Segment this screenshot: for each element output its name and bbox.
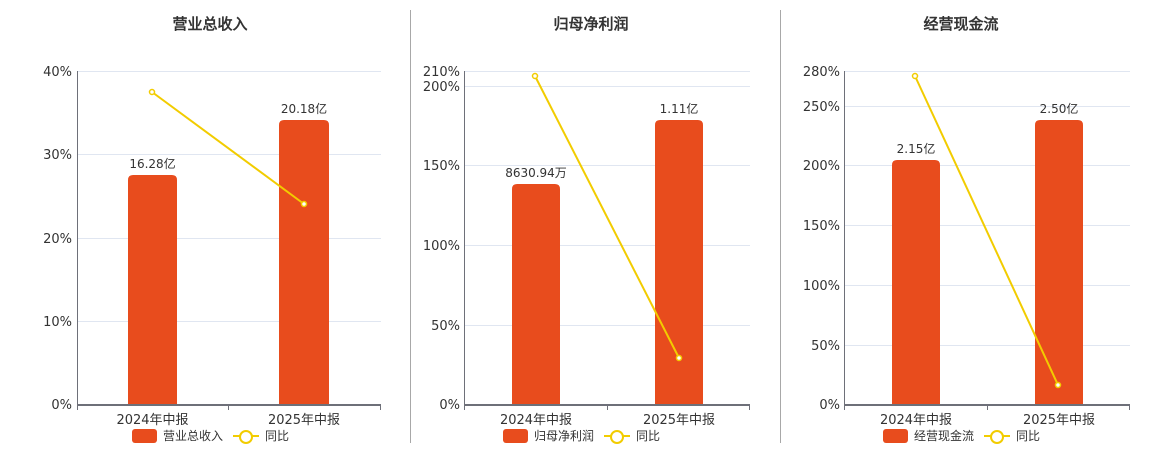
svg-text:1.11亿: 1.11亿 xyxy=(660,101,699,116)
x-axis-labels: 2024年中报 2025年中报 xyxy=(880,413,1095,428)
legend-bar-swatch[interactable] xyxy=(132,428,157,443)
svg-text:0%: 0% xyxy=(51,398,72,413)
x-axis-ticks xyxy=(77,405,381,410)
svg-text:150%: 150% xyxy=(803,219,840,234)
yoy-line xyxy=(151,91,305,205)
chart-legend: 归母净利润 同比 xyxy=(503,427,660,444)
svg-text:20.18亿: 20.18亿 xyxy=(281,101,327,116)
yoy-line xyxy=(534,75,680,359)
yoy-point-2024[interactable] xyxy=(148,88,156,96)
chart-plot: 0% 50% 100% 150% 200% 210% 8630.94万 1.11… xyxy=(423,65,750,428)
chart-plot: 0% 10% 20% 30% 40% 16.28亿 20.18亿 2024年中报… xyxy=(43,65,381,428)
x-axis-labels: 2024年中报 2025年中报 xyxy=(116,413,340,428)
yoy-point-2024[interactable] xyxy=(531,72,539,80)
x-axis-ticks xyxy=(844,405,1130,410)
legend-bar-label[interactable]: 归母净利润 xyxy=(534,429,595,443)
grid-lines xyxy=(844,71,1130,346)
svg-text:0%: 0% xyxy=(439,398,460,413)
svg-text:100%: 100% xyxy=(423,239,460,254)
svg-text:30%: 30% xyxy=(43,148,72,163)
grid-lines xyxy=(464,71,750,326)
panel-separator xyxy=(780,10,781,443)
svg-text:100%: 100% xyxy=(803,279,840,294)
yoy-line xyxy=(914,75,1059,386)
chart-panel-revenue: 营业总收入 0% 10% 20% 30% 40% 16.28亿 20.18亿 xyxy=(0,0,410,450)
svg-text:2024年中报: 2024年中报 xyxy=(116,413,188,428)
svg-text:2025年中报: 2025年中报 xyxy=(1023,413,1095,428)
svg-text:280%: 280% xyxy=(803,65,840,80)
bar-2024[interactable] xyxy=(892,160,940,405)
legend-line-label[interactable]: 同比 xyxy=(636,429,661,443)
svg-text:2025年中报: 2025年中报 xyxy=(643,413,715,428)
yoy-point-2025[interactable] xyxy=(675,354,683,362)
svg-text:2.15亿: 2.15亿 xyxy=(897,141,936,156)
bar-2025[interactable] xyxy=(655,120,703,405)
svg-text:50%: 50% xyxy=(811,339,840,354)
chart-title: 营业总收入 xyxy=(172,15,248,33)
grid-lines xyxy=(77,71,381,322)
svg-text:2024年中报: 2024年中报 xyxy=(500,413,572,428)
svg-text:250%: 250% xyxy=(803,100,840,115)
svg-text:0%: 0% xyxy=(819,398,840,413)
svg-text:10%: 10% xyxy=(43,315,72,330)
y-axis-labels: 0% 50% 100% 150% 200% 210% xyxy=(423,65,460,413)
svg-text:20%: 20% xyxy=(43,232,72,247)
svg-text:8630.94万: 8630.94万 xyxy=(505,166,567,180)
chart-panel-operating-cash-flow: 经营现金流 0% 50% 100% 150% 200% 250% 280% 2.… xyxy=(781,0,1160,450)
bar-2025[interactable] xyxy=(279,120,329,405)
bar-2024[interactable] xyxy=(512,184,560,405)
svg-text:40%: 40% xyxy=(43,65,72,80)
legend-line-swatch[interactable] xyxy=(984,429,1011,444)
bar-value-labels: 16.28亿 20.18亿 xyxy=(129,101,327,171)
y-axis-labels: 0% 10% 20% 30% 40% xyxy=(43,65,72,413)
yoy-point-2025[interactable] xyxy=(300,200,308,208)
chart-panel-net-profit: 归母净利润 0% 50% 100% 150% 200% 210% 8630.94… xyxy=(411,0,781,450)
yoy-point-2025[interactable] xyxy=(1054,381,1062,389)
svg-text:200%: 200% xyxy=(803,159,840,174)
svg-text:2025年中报: 2025年中报 xyxy=(268,413,340,428)
svg-text:150%: 150% xyxy=(423,159,460,174)
chart-legend: 经营现金流 同比 xyxy=(883,427,1040,444)
svg-text:2.50亿: 2.50亿 xyxy=(1040,101,1079,116)
y-axis-labels: 0% 50% 100% 150% 200% 250% 280% xyxy=(803,65,840,413)
bar-value-labels: 8630.94万 1.11亿 xyxy=(505,101,698,180)
legend-bar-label[interactable]: 营业总收入 xyxy=(163,429,224,443)
yoy-point-2024[interactable] xyxy=(911,72,919,80)
legend-bar-swatch[interactable] xyxy=(883,428,908,443)
legend-line-swatch[interactable] xyxy=(233,429,260,444)
bar-2025[interactable] xyxy=(1035,120,1083,405)
svg-text:50%: 50% xyxy=(431,319,460,334)
chart-title: 归母净利润 xyxy=(553,15,629,33)
x-axis-ticks xyxy=(464,405,750,410)
legend-bar-swatch[interactable] xyxy=(503,428,528,443)
svg-text:200%: 200% xyxy=(423,80,460,95)
chart-legend: 营业总收入 同比 xyxy=(132,427,289,444)
chart-plot: 0% 50% 100% 150% 200% 250% 280% 2.15亿 2.… xyxy=(803,65,1130,428)
svg-text:16.28亿: 16.28亿 xyxy=(129,156,175,171)
legend-bar-label[interactable]: 经营现金流 xyxy=(914,429,975,443)
bar-2024[interactable] xyxy=(128,175,177,405)
legend-line-label[interactable]: 同比 xyxy=(1016,429,1041,443)
svg-text:2024年中报: 2024年中报 xyxy=(880,413,952,428)
x-axis-labels: 2024年中报 2025年中报 xyxy=(500,413,715,428)
legend-line-label[interactable]: 同比 xyxy=(265,429,290,443)
panel-separator xyxy=(410,10,411,443)
svg-text:210%: 210% xyxy=(423,65,460,80)
bar-value-labels: 2.15亿 2.50亿 xyxy=(897,101,1079,156)
chart-title: 经营现金流 xyxy=(923,15,999,33)
legend-line-swatch[interactable] xyxy=(604,429,631,444)
